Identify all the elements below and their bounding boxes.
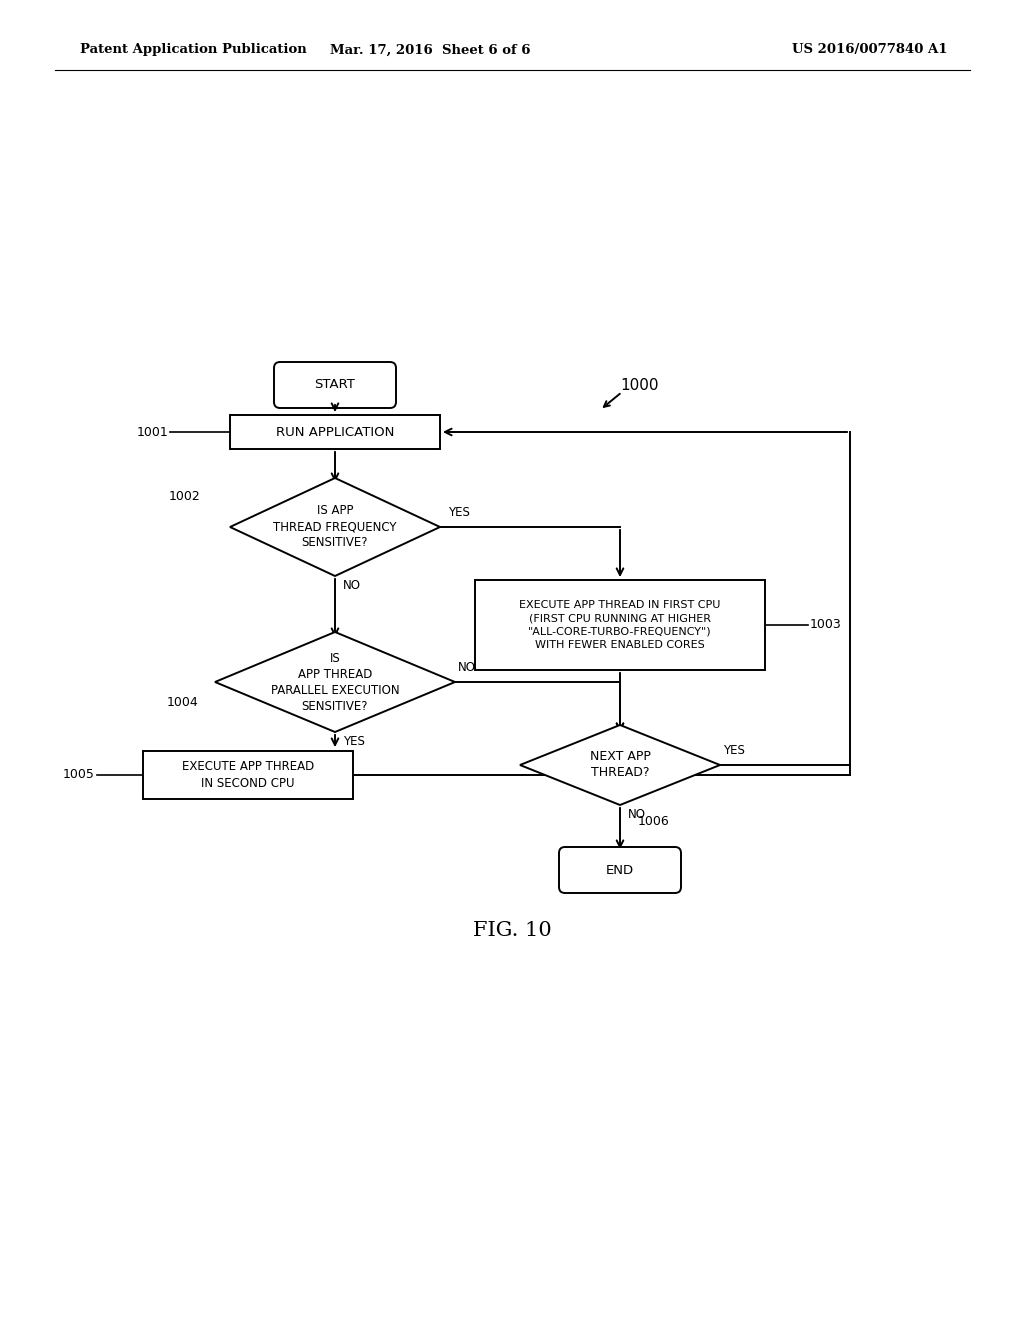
Text: Patent Application Publication: Patent Application Publication	[80, 44, 307, 57]
FancyBboxPatch shape	[274, 362, 396, 408]
Text: YES: YES	[449, 506, 470, 519]
Text: IS APP
THREAD FREQUENCY
SENSITIVE?: IS APP THREAD FREQUENCY SENSITIVE?	[273, 504, 396, 549]
FancyBboxPatch shape	[559, 847, 681, 894]
Text: 1003: 1003	[810, 619, 842, 631]
Text: END: END	[606, 863, 634, 876]
Text: 1000: 1000	[620, 378, 658, 392]
Text: YES: YES	[343, 735, 365, 748]
Text: FIG. 10: FIG. 10	[473, 920, 551, 940]
Text: 1004: 1004	[166, 696, 198, 709]
Text: EXECUTE APP THREAD IN FIRST CPU
(FIRST CPU RUNNING AT HIGHER
"ALL-CORE-TURBO-FRE: EXECUTE APP THREAD IN FIRST CPU (FIRST C…	[519, 601, 721, 649]
Text: 1001: 1001	[136, 425, 168, 438]
Text: NO: NO	[628, 808, 646, 821]
Text: EXECUTE APP THREAD
IN SECOND CPU: EXECUTE APP THREAD IN SECOND CPU	[182, 760, 314, 789]
Text: NO: NO	[343, 579, 361, 591]
Text: NEXT APP
THREAD?: NEXT APP THREAD?	[590, 751, 650, 780]
Polygon shape	[520, 725, 720, 805]
Text: NO: NO	[458, 661, 476, 675]
Text: START: START	[314, 379, 355, 392]
Text: RUN APPLICATION: RUN APPLICATION	[275, 425, 394, 438]
Bar	[230, 414, 440, 449]
Text: Mar. 17, 2016  Sheet 6 of 6: Mar. 17, 2016 Sheet 6 of 6	[330, 44, 530, 57]
Text: 1002: 1002	[168, 491, 200, 503]
Polygon shape	[230, 478, 440, 576]
Text: YES: YES	[723, 744, 744, 756]
Bar	[143, 751, 353, 799]
Text: IS
APP THREAD
PARALLEL EXECUTION
SENSITIVE?: IS APP THREAD PARALLEL EXECUTION SENSITI…	[270, 652, 399, 713]
Polygon shape	[215, 632, 455, 733]
Text: US 2016/0077840 A1: US 2016/0077840 A1	[793, 44, 948, 57]
Bar	[475, 579, 765, 671]
Text: 1006: 1006	[638, 814, 670, 828]
Text: 1005: 1005	[63, 768, 95, 781]
